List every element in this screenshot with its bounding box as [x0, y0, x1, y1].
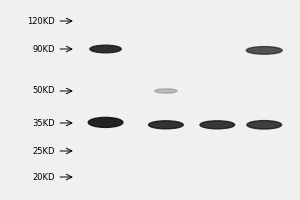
Text: 25KD: 25KD: [33, 146, 55, 156]
Text: 20KD: 20KD: [33, 172, 55, 182]
Ellipse shape: [200, 121, 235, 129]
Ellipse shape: [155, 89, 177, 93]
Text: 90KD: 90KD: [33, 45, 55, 53]
Ellipse shape: [88, 117, 123, 127]
Ellipse shape: [148, 121, 183, 129]
Ellipse shape: [247, 121, 282, 129]
Text: 35KD: 35KD: [32, 118, 55, 128]
Text: 50KD: 50KD: [33, 86, 55, 95]
Text: 120KD: 120KD: [27, 17, 55, 25]
Ellipse shape: [246, 47, 282, 54]
Ellipse shape: [90, 45, 121, 53]
